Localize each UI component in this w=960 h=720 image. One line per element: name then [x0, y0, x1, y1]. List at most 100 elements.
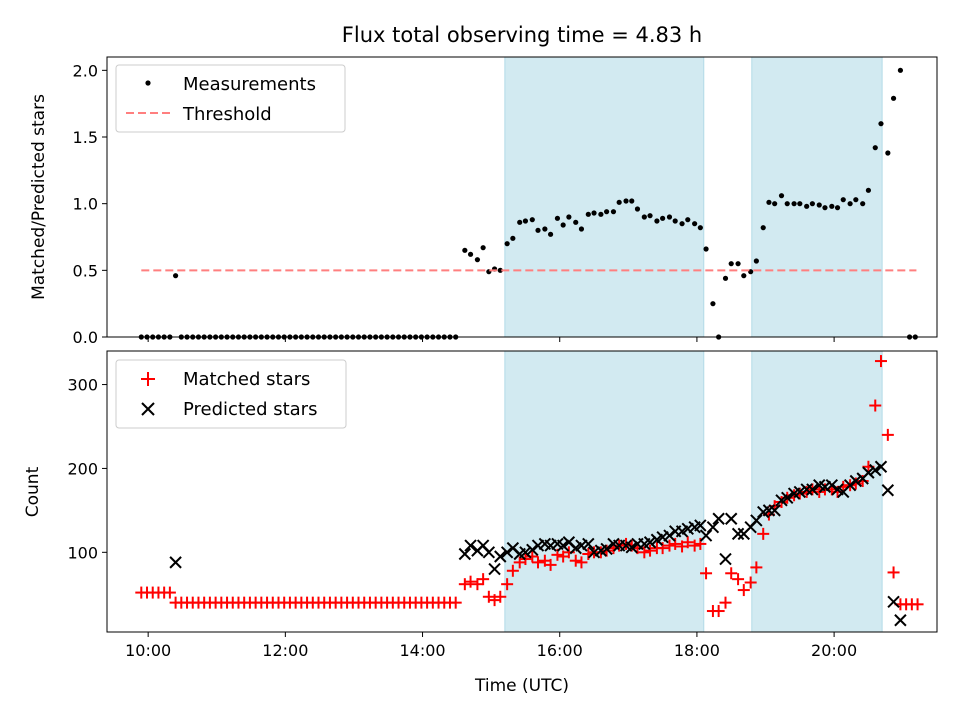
matched-stars-point	[464, 575, 477, 588]
measurements-point	[840, 197, 846, 203]
measurements-point	[629, 198, 635, 204]
measurements-point	[623, 198, 629, 204]
matched-stars-point	[600, 544, 613, 557]
predicted-stars-point	[887, 595, 900, 609]
y-tick-label: 1.5	[73, 128, 98, 147]
predicted-stars-point	[556, 539, 570, 552]
predicted-stars-point	[731, 527, 745, 541]
bottom-y-axis-label: Count	[23, 466, 43, 517]
predicted-stars-point	[894, 614, 907, 627]
matched-stars-point	[544, 558, 557, 571]
matched-stars-point	[458, 578, 471, 591]
top-ticks: 0.0 0.5 1.0 1.5 2.0	[73, 61, 835, 347]
bottom-ticks: 10:00 12:00 14:00 16:00 18:00 20:00 100 200 300	[67, 376, 857, 660]
measurements-point	[710, 301, 716, 307]
measurements-point	[772, 201, 778, 207]
measurements-point	[834, 205, 841, 211]
measurements-point	[654, 218, 660, 224]
predicted-stars-point	[869, 463, 882, 477]
x-tick-label: 16:00	[537, 641, 583, 660]
matched-stars-point	[887, 566, 900, 579]
matched-stars-point	[744, 576, 757, 589]
measurements-point	[467, 251, 474, 257]
measurements-point	[791, 201, 797, 207]
top-y-axis-label: Matched/Predicted stars	[29, 94, 49, 300]
predicted-stars-point	[694, 519, 707, 532]
measurements-point	[728, 261, 734, 267]
predicted-stars-point	[706, 520, 720, 534]
predicted-stars-point	[526, 543, 539, 557]
matched-stars-point	[732, 573, 745, 586]
bottom-legend: Matched stars Predicted stars	[115, 359, 347, 429]
measurements-point	[760, 225, 766, 231]
matched-stars-point	[638, 546, 651, 559]
matched-stars-point	[477, 573, 490, 586]
predicted-stars-point	[169, 556, 182, 569]
predicted-stars-point	[464, 539, 477, 552]
y-tick-label: 2.0	[73, 61, 98, 80]
measurements-point	[573, 219, 579, 225]
legend-measurements-marker	[145, 80, 151, 86]
predicted-stars-point	[806, 483, 819, 496]
measurements-point	[666, 214, 673, 220]
legend-threshold-label: Threshold	[182, 104, 272, 125]
measurements-point	[647, 213, 653, 219]
measurements-point	[692, 221, 698, 227]
measurements-point	[797, 201, 803, 207]
x-axis-label: Time (UTC)	[474, 676, 569, 696]
measurements-point	[634, 206, 641, 212]
predicted-stars-point	[849, 474, 863, 488]
measurements-point	[672, 218, 678, 224]
predicted-stars-point	[881, 484, 895, 497]
predicted-stars-point	[699, 529, 713, 542]
measurements-point	[517, 219, 523, 225]
chart-title: Flux total observing time = 4.83 h	[342, 23, 702, 47]
measurements-point	[804, 203, 810, 209]
measurements-point	[585, 211, 591, 217]
predicted-stars-point	[862, 466, 875, 479]
measurements-point	[510, 235, 516, 241]
predicted-stars-point	[712, 512, 725, 525]
predicted-stars-point	[500, 546, 514, 559]
measurements-point	[610, 209, 617, 215]
top-legend-box	[115, 64, 346, 133]
top-axes-frame	[106, 56, 938, 338]
predicted-stars-point	[762, 504, 776, 517]
measurements-point	[890, 95, 897, 101]
predicted-stars-point	[781, 491, 794, 504]
matched-stars-point	[874, 355, 887, 368]
matched-stars-point	[449, 596, 462, 609]
matched-stars-point	[501, 578, 514, 591]
measurements-point	[172, 273, 179, 279]
matched-stars-point	[700, 567, 713, 580]
measurements-point	[560, 222, 566, 228]
measurements-point	[604, 209, 610, 215]
predicted-stars-point	[793, 485, 807, 499]
measurements-point	[809, 201, 815, 207]
measurements-point	[542, 226, 548, 232]
bottom-axes-frame	[106, 350, 938, 633]
measurements-point	[865, 187, 872, 193]
measurements-point	[480, 245, 486, 251]
predicted-stars-point	[494, 550, 507, 563]
top-data-layer	[138, 67, 918, 340]
y-tick-label: 0.0	[73, 328, 98, 347]
shaded-interval-0	[504, 56, 705, 338]
predicted-stars-point	[768, 504, 781, 517]
y-tick-label: 1.0	[73, 195, 98, 214]
bottom-data-layer	[135, 355, 924, 627]
predicted-stars-point	[719, 552, 732, 566]
x-tick-label: 10:00	[125, 641, 171, 660]
predicted-stars-point	[625, 541, 638, 554]
measurements-point	[897, 67, 904, 73]
legend-matched-marker	[141, 372, 155, 386]
measurements-point	[822, 205, 828, 211]
predicted-stars-point	[800, 483, 813, 496]
measurements-point	[535, 227, 541, 233]
matched-stars-point	[719, 596, 732, 609]
matched-stars-point	[471, 578, 484, 591]
predicted-stars-point	[519, 546, 532, 559]
legend-measurements-label: Measurements	[183, 74, 316, 95]
matched-stars-point	[869, 399, 882, 412]
predicted-stars-point	[488, 562, 501, 576]
